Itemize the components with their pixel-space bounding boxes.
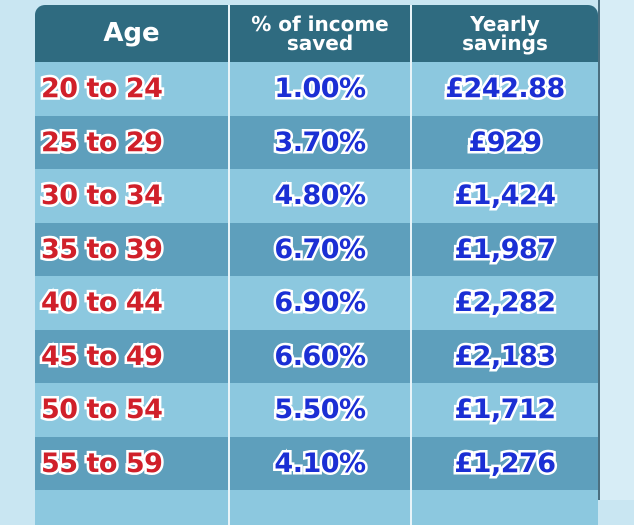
- table-cell: 50 to 54: [35, 383, 228, 437]
- table-row: 45 to 49 6.60% £2,183: [35, 329, 598, 384]
- table-cell: £242.88: [410, 62, 598, 116]
- table-cell: 4.10%: [228, 436, 410, 490]
- table-cell: 25 to 29: [35, 116, 228, 170]
- age-label: 40 to 44: [38, 285, 165, 321]
- table-cell: 55 to 59: [35, 437, 228, 491]
- table-cell: [35, 490, 228, 525]
- table-cell: 6.70%: [228, 222, 410, 276]
- value-text: 3.70%: [272, 124, 369, 160]
- table-cell: 4.80%: [228, 169, 410, 223]
- table-cell: 1.00%: [228, 62, 410, 116]
- table-row: 40 to 44 6.90% £2,282: [35, 276, 598, 330]
- table-cell: £1,424: [410, 169, 598, 223]
- table-cell: £2,282: [410, 276, 598, 330]
- value-text: 5.50%: [272, 392, 369, 428]
- savings-table: Age % of income saved Yearly savings 20 to…: [35, 5, 598, 525]
- value-text: £1,712: [452, 392, 559, 428]
- table-cell: 35 to 39: [35, 223, 228, 277]
- header-row: Age % of income saved Yearly savings: [35, 5, 598, 62]
- table-cell: £1,987: [410, 222, 598, 276]
- value-text: £2,183: [452, 338, 559, 374]
- table-cell: £929: [410, 115, 598, 169]
- value-text: 1.00%: [272, 71, 369, 107]
- age-label: 55 to 59: [38, 445, 165, 481]
- header-cell: Yearly savings: [410, 5, 598, 62]
- table-cell: 6.60%: [228, 329, 410, 383]
- value-text: £1,424: [452, 178, 559, 214]
- table-row: 55 to 59 4.10% £1,276: [35, 436, 598, 491]
- table-cell: 6.90%: [228, 276, 410, 330]
- page: Age % of income saved Yearly savings 20 to…: [35, 0, 634, 525]
- table-row: 20 to 24 1.00% £242.88: [35, 62, 598, 116]
- table-row: 50 to 54 5.50% £1,712: [35, 383, 598, 437]
- value-text: 6.70%: [272, 231, 369, 267]
- table-cell: £2,183: [410, 329, 598, 383]
- age-label: 45 to 49: [38, 338, 165, 374]
- table-cell: £1,712: [410, 383, 598, 437]
- value-text: £2,282: [452, 285, 559, 321]
- table-row: 35 to 39 6.70% £1,987: [35, 222, 598, 277]
- table-row-partial: [35, 490, 598, 525]
- value-text: £1,987: [452, 231, 559, 267]
- header-cell: % of income saved: [228, 5, 410, 62]
- age-label: 35 to 39: [38, 231, 165, 267]
- table-row: 25 to 29 3.70% £929: [35, 115, 598, 170]
- table-cell: [228, 490, 410, 525]
- value-text: £242.88: [443, 71, 568, 107]
- value-text: 4.80%: [272, 178, 369, 214]
- frame-edge: [598, 0, 634, 500]
- age-label: 30 to 34: [38, 178, 165, 214]
- age-label: 20 to 24: [38, 71, 165, 107]
- table-cell: £1,276: [410, 436, 598, 490]
- table-cell: 3.70%: [228, 115, 410, 169]
- table-cell: 20 to 24: [35, 62, 228, 116]
- table-cell: 30 to 34: [35, 169, 228, 223]
- value-text: 6.90%: [272, 285, 369, 321]
- table-cell: [410, 490, 598, 525]
- header-cell: Age: [103, 18, 160, 48]
- value-text: 4.10%: [272, 445, 369, 481]
- age-label: 25 to 29: [38, 124, 165, 160]
- value-text: £929: [466, 124, 545, 160]
- table-row: 30 to 34 4.80% £1,424: [35, 169, 598, 223]
- value-text: 6.60%: [272, 338, 369, 374]
- age-label: 50 to 54: [38, 392, 165, 428]
- table-cell: 5.50%: [228, 383, 410, 437]
- value-text: £1,276: [452, 445, 559, 481]
- table-cell: 40 to 44: [35, 276, 228, 330]
- table-cell: 45 to 49: [35, 330, 228, 384]
